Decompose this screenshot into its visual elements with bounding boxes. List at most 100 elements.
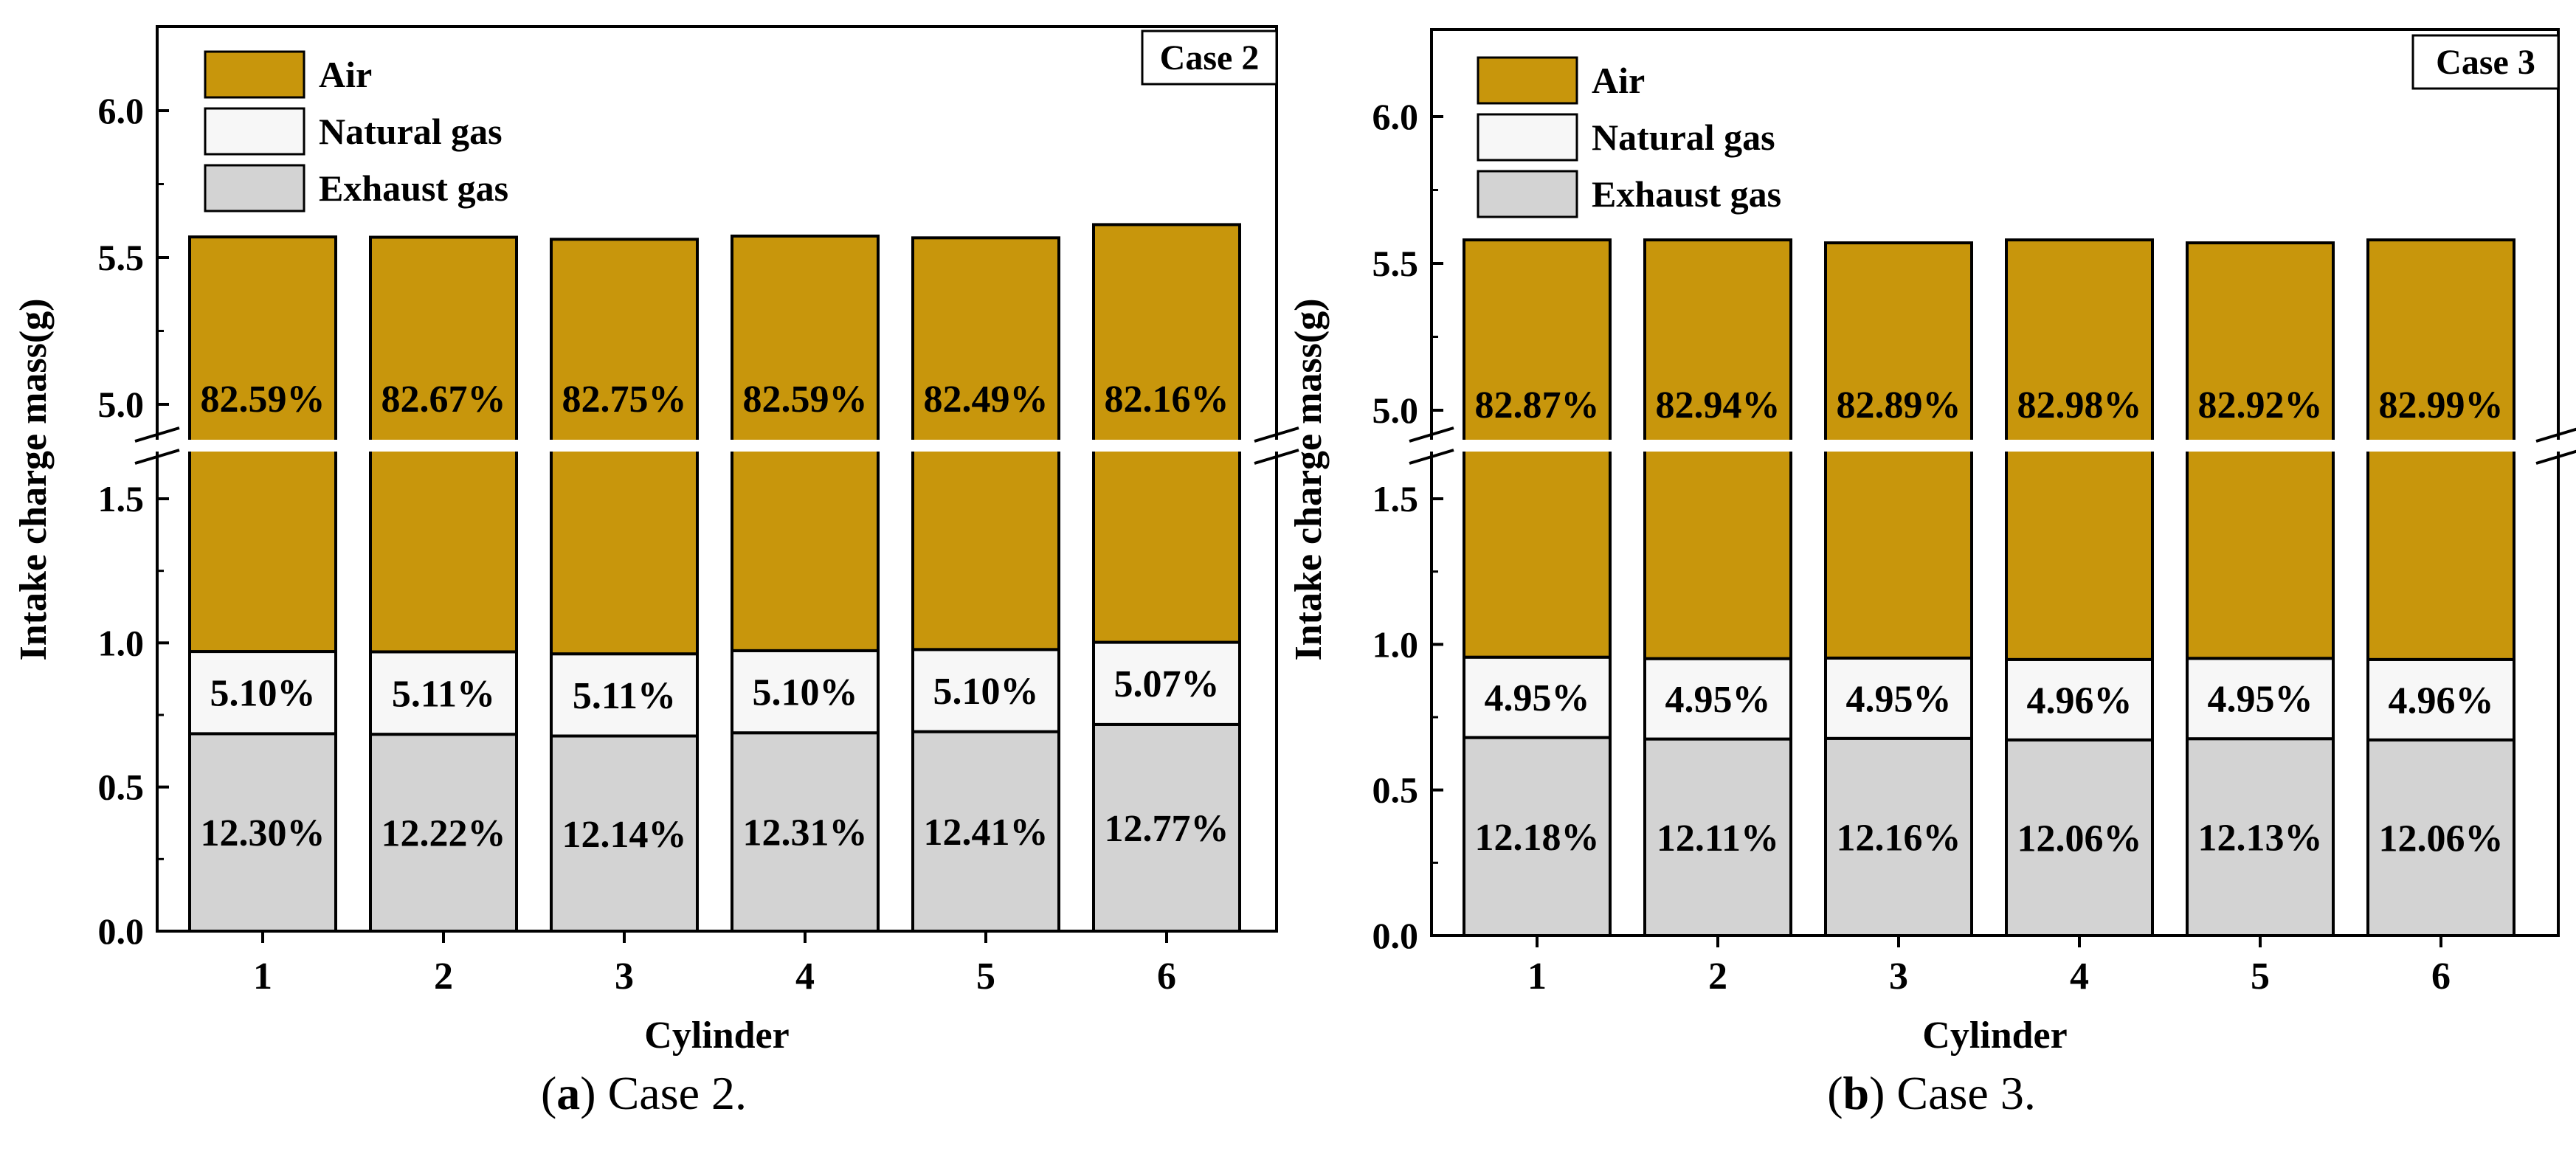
x-tick-label-a-4: 4 bbox=[795, 955, 815, 998]
y-tick-label-b-5.0: 5.0 bbox=[1372, 390, 1419, 431]
y-tick-label-a-5.5: 5.5 bbox=[98, 237, 145, 278]
data-label-a-natural-gas-6: 5.07% bbox=[1114, 663, 1220, 705]
axis-break-mark-a-right-1 bbox=[1254, 426, 1299, 443]
caption-b-letter: b bbox=[1843, 1067, 1870, 1119]
data-label-a-exhaust-gas-3: 12.14% bbox=[562, 814, 687, 856]
legend-swatch-a-natural-gas bbox=[204, 107, 305, 156]
plot-frame-upper-b bbox=[1430, 28, 2560, 440]
caption-b-text: ) Case 3. bbox=[1869, 1067, 2036, 1119]
data-label-b-natural-gas-2: 4.95% bbox=[1665, 679, 1771, 721]
x-tick-label-b-4: 4 bbox=[2070, 955, 2089, 998]
legend-label-b-natural-gas: Natural gas bbox=[1592, 117, 1775, 158]
axis-break-mark-a-left-1 bbox=[134, 426, 180, 443]
chart-panel-b: 5.0 5.5 6.0 0.0 0.5 1.0 1.5 1 2 3 4 5 6 12.18% 4.95% 82… bbox=[1288, 28, 2576, 1057]
legend-swatch-b-air bbox=[1477, 56, 1578, 105]
data-label-a-exhaust-gas-1: 12.30% bbox=[201, 812, 325, 854]
data-label-a-exhaust-gas-4: 12.31% bbox=[743, 812, 868, 854]
x-tick-label-b-3: 3 bbox=[1889, 955, 1908, 998]
data-label-b-exhaust-gas-6: 12.06% bbox=[2379, 818, 2504, 860]
bar-a-natural-gas-2 bbox=[369, 650, 518, 736]
y-tick-label-b-6.0: 6.0 bbox=[1372, 96, 1419, 137]
x-axis-title-a: Cylinder bbox=[644, 1015, 789, 1057]
y-axis-title-b: Intake charge mass(g) bbox=[1288, 298, 1330, 660]
data-label-a-air-2: 82.67% bbox=[381, 379, 506, 421]
bar-b-natural-gas-4 bbox=[2005, 657, 2154, 742]
data-label-a-natural-gas-2: 5.11% bbox=[392, 673, 495, 715]
legend-swatch-a-air bbox=[204, 50, 305, 99]
data-label-b-exhaust-gas-5: 12.13% bbox=[2198, 818, 2323, 860]
data-label-b-natural-gas-6: 4.96% bbox=[2389, 680, 2494, 722]
case-label-b: Case 3 bbox=[2436, 43, 2535, 82]
data-label-a-natural-gas-1: 5.10% bbox=[210, 673, 316, 715]
data-label-a-natural-gas-3: 5.11% bbox=[573, 675, 676, 717]
data-label-a-air-6: 82.16% bbox=[1105, 379, 1229, 421]
x-tick-label-a-3: 3 bbox=[615, 955, 634, 998]
case-label-box-b bbox=[2411, 34, 2560, 90]
axis-break-mark-b-left-2 bbox=[1409, 449, 1454, 465]
bar-b-exhaust-gas-1 bbox=[1463, 736, 1612, 937]
y-axis-title-a: Intake charge mass(g) bbox=[13, 298, 55, 660]
y-tick-label-b-1.5: 1.5 bbox=[1372, 478, 1419, 519]
y-tick-label-a-0.5: 0.5 bbox=[98, 767, 145, 808]
y-tick-label-a-0.0: 0.0 bbox=[98, 910, 145, 952]
data-label-a-natural-gas-5: 5.10% bbox=[933, 671, 1039, 713]
bar-b-exhaust-gas-3 bbox=[1824, 736, 1973, 937]
data-label-b-air-6: 82.99% bbox=[2379, 384, 2504, 426]
bar-a-exhaust-gas-6 bbox=[1092, 722, 1241, 933]
data-label-b-air-3: 82.89% bbox=[1837, 384, 1961, 426]
legend-label-a-air: Air bbox=[319, 54, 372, 95]
data-label-b-air-2: 82.94% bbox=[1656, 384, 1781, 426]
legend-label-a-exhaust-gas: Exhaust gas bbox=[319, 167, 508, 209]
bar-a-exhaust-gas-1 bbox=[188, 732, 337, 933]
data-label-b-exhaust-gas-3: 12.16% bbox=[1837, 817, 1961, 859]
x-tick-label-b-5: 5 bbox=[2251, 955, 2270, 998]
y-tick-label-b-0.0: 0.0 bbox=[1372, 915, 1419, 956]
bar-a-exhaust-gas-4 bbox=[731, 731, 880, 933]
case-label-box-a bbox=[1141, 30, 1278, 86]
data-label-b-exhaust-gas-2: 12.11% bbox=[1657, 818, 1779, 860]
bar-a-natural-gas-6 bbox=[1092, 640, 1241, 726]
y-tick-label-a-1.0: 1.0 bbox=[98, 622, 145, 663]
x-axis-title-b: Cylinder bbox=[1922, 1015, 2067, 1057]
data-label-b-exhaust-gas-1: 12.18% bbox=[1475, 817, 1600, 859]
caption-b: (b) Case 3. bbox=[1827, 1067, 2036, 1119]
bar-b-natural-gas-5 bbox=[2186, 657, 2335, 741]
x-tick-label-b-1: 1 bbox=[1527, 955, 1547, 998]
plot-frame-upper-a bbox=[156, 25, 1278, 440]
bar-b-natural-gas-6 bbox=[2366, 657, 2515, 742]
bar-a-natural-gas-1 bbox=[188, 650, 337, 736]
data-label-b-natural-gas-4: 4.96% bbox=[2027, 680, 2133, 722]
y-tick-label-a-1.5: 1.5 bbox=[98, 478, 145, 519]
data-label-a-air-4: 82.59% bbox=[743, 379, 868, 421]
data-label-b-natural-gas-5: 4.95% bbox=[2208, 679, 2313, 721]
data-label-b-air-5: 82.92% bbox=[2198, 384, 2323, 426]
x-tick-label-a-5: 5 bbox=[976, 955, 995, 998]
legend-label-b-exhaust-gas: Exhaust gas bbox=[1592, 173, 1781, 215]
caption-a-letter: a bbox=[556, 1067, 581, 1119]
data-label-a-exhaust-gas-2: 12.22% bbox=[381, 813, 506, 855]
data-label-a-exhaust-gas-6: 12.77% bbox=[1105, 808, 1229, 850]
bar-b-natural-gas-3 bbox=[1824, 656, 1973, 740]
bar-a-natural-gas-3 bbox=[550, 652, 699, 738]
data-label-b-air-4: 82.98% bbox=[2017, 384, 2142, 426]
y-tick-label-b-1.0: 1.0 bbox=[1372, 623, 1419, 665]
data-label-b-exhaust-gas-4: 12.06% bbox=[2017, 818, 2142, 860]
x-tick-label-a-2: 2 bbox=[434, 955, 453, 998]
bar-a-air-6 bbox=[1092, 223, 1241, 644]
x-tick-label-b-6: 6 bbox=[2431, 955, 2451, 998]
axis-break-mark-b-right-2 bbox=[2535, 449, 2576, 465]
data-label-a-air-3: 82.75% bbox=[562, 379, 687, 421]
y-tick-label-a-5.0: 5.0 bbox=[98, 384, 145, 425]
chart-panel-a: 5.0 5.5 6.0 0.0 0.5 1.0 1.5 1 2 3 4 5 6 12.30% 5.10% 82… bbox=[13, 25, 1306, 1057]
axis-break-band-a bbox=[128, 440, 1306, 452]
bar-b-natural-gas-1 bbox=[1463, 655, 1612, 739]
x-tick-label-a-6: 6 bbox=[1157, 955, 1176, 998]
y-tick-label-a-6.0: 6.0 bbox=[98, 90, 145, 131]
bar-a-exhaust-gas-2 bbox=[369, 733, 518, 933]
data-label-a-air-1: 82.59% bbox=[201, 379, 325, 421]
x-tick-label-b-2: 2 bbox=[1708, 955, 1727, 998]
legend-swatch-a-exhaust-gas bbox=[204, 164, 305, 212]
bar-a-natural-gas-4 bbox=[731, 649, 880, 735]
case-label-a: Case 2 bbox=[1160, 38, 1260, 77]
